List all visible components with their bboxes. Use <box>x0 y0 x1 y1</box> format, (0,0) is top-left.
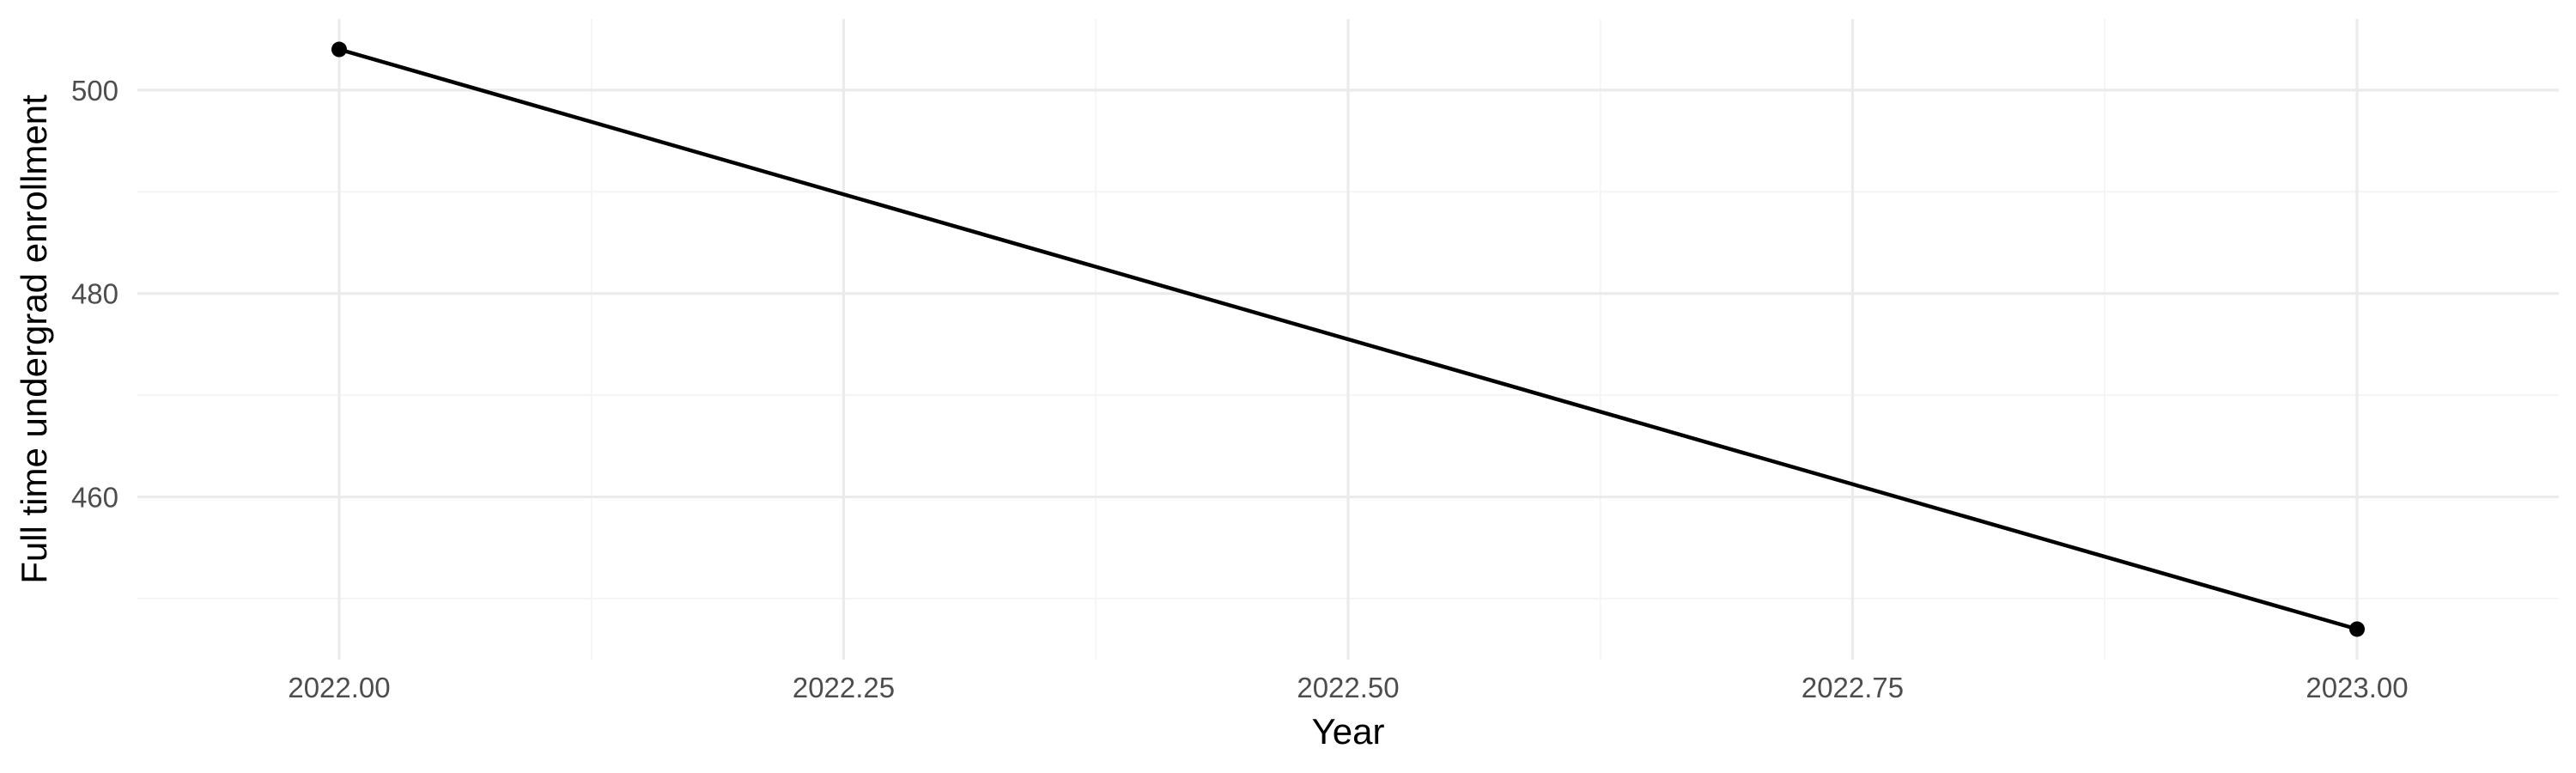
x-tick-label: 2022.00 <box>288 672 390 703</box>
x-tick-label: 2022.50 <box>1297 672 1399 703</box>
y-tick-label: 480 <box>71 278 118 310</box>
y-tick-labels: 460 480 500 <box>71 75 118 514</box>
x-tick-label: 2022.25 <box>793 672 895 703</box>
major-gridlines <box>137 19 2559 660</box>
series-layer <box>331 41 2365 637</box>
x-axis-title: Year <box>1312 711 1385 752</box>
data-point <box>2349 621 2365 637</box>
y-tick-label: 500 <box>71 75 118 107</box>
data-point <box>331 41 347 58</box>
series-line <box>338 47 2358 631</box>
x-tick-label: 2022.75 <box>1801 672 1904 703</box>
x-tick-label: 2023.00 <box>2306 672 2408 703</box>
x-tick-labels: 2022.00 2022.25 2022.50 2022.75 2023.00 <box>288 672 2408 703</box>
y-axis-title: Full time undergrad enrollment <box>14 94 54 584</box>
y-tick-label: 460 <box>71 482 118 514</box>
